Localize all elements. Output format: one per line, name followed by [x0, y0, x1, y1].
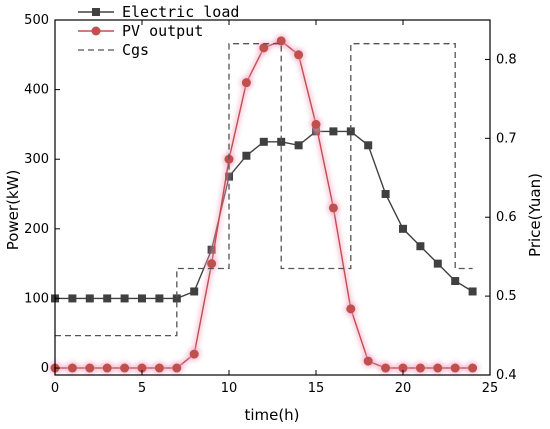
load-point	[433, 259, 442, 268]
pv-point	[415, 363, 425, 373]
pv-point	[189, 349, 199, 359]
pv-point	[207, 259, 217, 269]
series-line	[55, 40, 473, 369]
legend-marker	[92, 8, 100, 16]
pv-point	[137, 363, 147, 373]
plot-frame	[54, 19, 491, 376]
pv-point	[294, 50, 304, 60]
pv-point	[398, 363, 408, 373]
legend-item-0: Electric load	[78, 3, 239, 21]
pv-point	[450, 363, 460, 373]
series-2	[55, 43, 473, 337]
load-point	[68, 294, 77, 303]
y-tick-label: 100	[24, 291, 49, 306]
pv-point	[311, 119, 321, 129]
legend-item-1: PV output	[78, 22, 203, 40]
y-tick-label: 500	[24, 13, 49, 28]
x-tick-label: 5	[138, 381, 146, 396]
pv-glow	[55, 37, 473, 371]
axes: 0 5 10 15 20 25 0 100 200 300 400 500 0.4 0.5 0.6 0.7 0.…	[24, 13, 517, 396]
y2-tick-label: 0.7	[496, 131, 517, 146]
pv-point	[346, 304, 356, 314]
pv-point	[154, 363, 164, 373]
load-point	[138, 294, 146, 303]
y2-tick-label: 0.8	[496, 52, 517, 67]
cgs-line	[55, 43, 473, 337]
pv-point	[102, 363, 112, 373]
x-tick-label: 25	[482, 381, 499, 396]
pv-point	[172, 363, 182, 373]
y-axis-title: Power(kW)	[4, 170, 22, 251]
pv-point	[259, 43, 269, 53]
x-tick-label: 15	[308, 381, 325, 396]
load-point	[364, 141, 373, 150]
load-point	[294, 141, 303, 150]
series-1	[48, 33, 480, 376]
load-point	[416, 242, 425, 251]
y2-tick-label: 0.6	[496, 210, 517, 225]
y-tick-label: 0	[41, 361, 49, 376]
pv-point	[433, 363, 443, 373]
load-point	[155, 294, 164, 303]
pv-point	[363, 356, 373, 366]
x-tick-label: 20	[395, 381, 412, 396]
x-tick-label: 0	[51, 381, 59, 396]
x-tick-label: 10	[221, 381, 238, 396]
pv-point	[381, 363, 391, 373]
y2-axis-title: Price(Yuan)	[526, 173, 544, 257]
load-point	[190, 287, 199, 296]
load-point	[242, 151, 251, 160]
load-point	[259, 137, 268, 146]
y-tick-label: 300	[24, 152, 49, 167]
pv-point	[85, 363, 95, 373]
load-point	[329, 127, 338, 136]
y-tick-label: 200	[24, 222, 49, 237]
pv-point	[328, 203, 338, 213]
load-point	[120, 294, 129, 303]
legend-label: Electric load	[122, 3, 239, 21]
legend-label: Cgs	[122, 41, 149, 59]
y2-tick-label: 0.4	[496, 368, 517, 383]
load-point	[451, 277, 460, 286]
y2-tick-label: 0.5	[496, 289, 517, 304]
load-point	[399, 224, 407, 233]
legend-item-2: Cgs	[78, 41, 149, 59]
plot-area	[48, 33, 480, 376]
load-point	[346, 127, 355, 136]
load-point	[103, 294, 112, 303]
y-tick-label: 400	[24, 83, 49, 98]
pv-point	[120, 363, 130, 373]
legend-label: PV output	[122, 22, 203, 40]
load-point	[172, 294, 181, 303]
pv-point	[67, 363, 77, 373]
load-point	[85, 294, 94, 303]
pv-point	[468, 363, 478, 373]
pv-point	[241, 78, 251, 88]
series-line	[55, 130, 473, 300]
series-0	[51, 127, 477, 303]
x-axis-title: time(h)	[244, 406, 299, 424]
load-point	[468, 287, 477, 296]
load-point	[381, 190, 390, 199]
load-point	[277, 137, 286, 146]
legend-marker	[91, 26, 101, 36]
